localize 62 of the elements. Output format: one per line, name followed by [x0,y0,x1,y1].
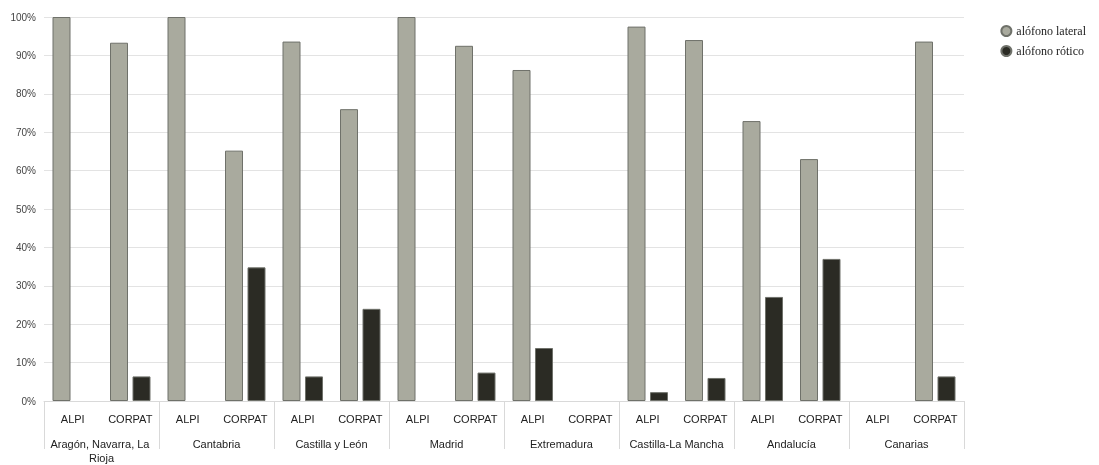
bar [52,17,71,401]
y-tick-label: 10% [15,357,37,369]
bar [247,267,266,401]
bar [800,159,818,401]
text: Andalucía [767,438,817,450]
y-tick-label: 70% [15,126,37,138]
x-tick-label: CORPAT [453,412,498,425]
bar [305,376,323,401]
text: Aragón, Navarra, La Rioja [50,438,153,464]
bar [167,17,186,401]
text: Castilla-La Mancha [629,438,725,450]
y-tick-label: 80% [15,88,37,100]
bar [915,41,933,401]
y-tick-label: 40% [15,241,37,253]
bar [132,376,151,401]
bar [512,69,531,401]
text: Canarias [884,438,930,450]
x-tick-label: CORPAT [913,412,958,425]
bar [627,26,646,401]
bar [397,17,416,401]
x-tick-label: CORPAT [683,412,728,425]
bar [477,372,496,401]
bar [362,308,381,401]
x-tick-label: ALPI [750,412,775,425]
bar [282,41,301,401]
x-tick-label: CORPAT [568,412,613,425]
y-tick-label: 30% [15,280,37,292]
x-tick-label: ALPI [405,412,430,425]
x-tick-label: ALPI [60,412,85,425]
text: Extremadura [530,438,594,450]
y-tick-label: 100% [10,11,37,23]
bar [650,392,668,401]
bar [707,377,726,401]
x-tick-label: ALPI [865,412,890,425]
bar [535,348,553,401]
bar [822,258,841,401]
bar [937,376,956,401]
x-tick-label: ALPI [290,412,315,425]
bar [225,150,243,401]
bar [455,45,473,401]
text: Madrid [429,438,464,450]
bar [765,296,783,401]
bar [742,121,761,401]
text: Cantabria [192,438,242,450]
y-tick-label: 90% [15,49,37,61]
y-tick-label: 0% [21,395,37,407]
bar [685,40,703,401]
x-tick-label: ALPI [635,412,660,425]
y-tick-label: 50% [15,203,37,215]
bar [110,42,128,401]
y-tick-label: 20% [15,318,37,330]
x-tick-label: CORPAT [223,412,268,425]
legend-label: alófono rótico [1016,44,1085,58]
x-tick-label: CORPAT [798,412,843,425]
x-tick-label: ALPI [520,412,545,425]
x-tick-label: ALPI [175,412,200,425]
text: Castilla y León [295,438,368,450]
y-tick-label: 60% [15,165,37,177]
legend-label: alófono lateral [1016,24,1087,38]
x-tick-label: CORPAT [108,412,153,425]
bar [340,109,358,401]
x-tick-label: CORPAT [338,412,383,425]
